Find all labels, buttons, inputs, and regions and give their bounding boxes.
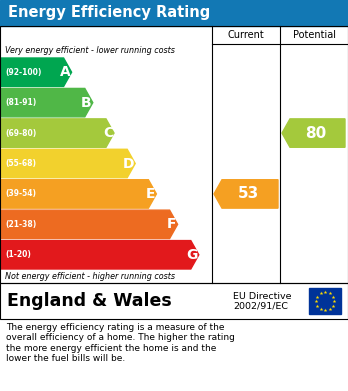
Polygon shape xyxy=(0,149,135,178)
Text: 80: 80 xyxy=(305,126,326,141)
Text: The energy efficiency rating is a measure of the
overall efficiency of a home. T: The energy efficiency rating is a measur… xyxy=(6,323,235,363)
Bar xyxy=(0,283,348,319)
Text: Potential: Potential xyxy=(293,30,335,40)
Text: (21-38): (21-38) xyxy=(5,220,36,229)
Text: (92-100): (92-100) xyxy=(5,68,41,77)
Polygon shape xyxy=(0,240,199,269)
Polygon shape xyxy=(0,180,156,208)
Text: C: C xyxy=(103,126,113,140)
Text: E: E xyxy=(146,187,156,201)
Text: 53: 53 xyxy=(237,187,259,201)
Polygon shape xyxy=(214,180,278,208)
Text: (81-91): (81-91) xyxy=(5,98,36,107)
Text: Not energy efficient - higher running costs: Not energy efficient - higher running co… xyxy=(5,272,175,281)
Text: Energy Efficiency Rating: Energy Efficiency Rating xyxy=(8,5,210,20)
Text: A: A xyxy=(60,65,71,79)
Bar xyxy=(0,26,348,283)
Text: Very energy efficient - lower running costs: Very energy efficient - lower running co… xyxy=(5,46,175,55)
Bar xyxy=(309,288,341,314)
Polygon shape xyxy=(0,88,93,117)
Text: G: G xyxy=(187,248,198,262)
Text: EU Directive: EU Directive xyxy=(233,292,292,301)
Text: B: B xyxy=(81,96,92,109)
Text: 2002/91/EC: 2002/91/EC xyxy=(233,302,288,311)
Text: (55-68): (55-68) xyxy=(5,159,36,168)
Text: England & Wales: England & Wales xyxy=(7,292,172,310)
Bar xyxy=(0,283,348,319)
Polygon shape xyxy=(282,119,345,147)
Text: (1-20): (1-20) xyxy=(5,250,31,259)
Polygon shape xyxy=(0,119,114,147)
Text: (39-54): (39-54) xyxy=(5,189,36,198)
Text: D: D xyxy=(123,156,134,170)
Polygon shape xyxy=(0,58,72,86)
Text: Current: Current xyxy=(228,30,264,40)
Text: F: F xyxy=(167,217,176,231)
Text: (69-80): (69-80) xyxy=(5,129,36,138)
Polygon shape xyxy=(0,210,177,239)
Bar xyxy=(0,0,348,26)
